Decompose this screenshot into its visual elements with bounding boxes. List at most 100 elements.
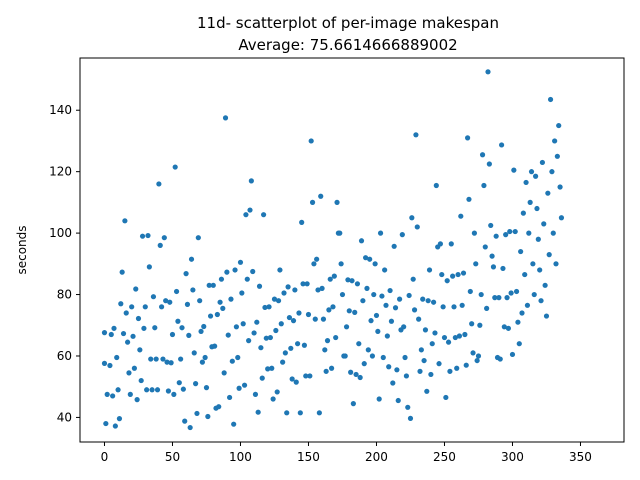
data-point [169,331,176,338]
data-point [207,313,214,319]
data-point [520,210,526,216]
data-point [167,299,173,305]
data-point [356,341,362,347]
data-point [478,291,484,298]
data-point [460,270,467,276]
data-point [501,324,507,330]
data-point [450,273,456,279]
data-point [145,232,151,239]
data-point [127,391,133,397]
data-point [142,304,148,310]
data-point [377,230,384,236]
data-point [440,304,446,310]
data-point [104,391,110,397]
data-point [130,333,136,339]
data-point [410,276,416,282]
data-point [376,396,382,402]
data-point [214,311,220,318]
data-point [467,288,473,295]
data-point [418,347,424,353]
data-point [148,356,154,362]
data-point [519,310,525,316]
data-point [203,385,210,391]
data-point [149,387,155,393]
data-point [259,375,265,381]
data-point [290,318,297,324]
data-point [324,338,331,344]
data-point [533,173,539,179]
data-point [409,215,415,221]
data-point [157,242,163,248]
data-point [456,333,463,339]
data-point [281,290,287,296]
data-point [512,228,518,235]
x-tick-label: 50 [165,450,180,464]
data-point [309,199,316,205]
data-point [364,285,370,291]
data-point [407,415,414,421]
data-point [382,267,388,273]
data-point [513,288,520,295]
data-point [120,330,127,337]
x-tick-label: 100 [229,450,252,464]
data-point [386,364,392,370]
data-point [178,356,184,362]
data-point [365,347,371,353]
data-point [535,236,541,242]
data-point [527,199,533,205]
data-point [392,305,399,311]
data-point [397,296,403,302]
data-point [311,261,317,267]
data-point [546,252,552,258]
data-point [350,401,356,407]
data-point [320,316,327,322]
data-point [112,423,118,429]
data-point [471,230,477,236]
data-point [191,350,197,356]
data-point [194,410,200,417]
data-point [114,354,120,361]
data-point [416,316,422,322]
data-point [303,373,309,379]
data-point [390,380,396,386]
data-point [333,334,339,341]
data-point [300,281,306,287]
data-point [187,424,193,431]
data-point [499,142,505,148]
data-point [275,298,282,304]
data-point [524,302,531,308]
data-point [405,404,411,410]
data-point [537,267,543,273]
data-point [212,343,218,349]
data-point [547,96,554,103]
data-point [248,178,254,184]
data-point [183,271,189,277]
data-point [401,324,407,330]
data-point [441,334,448,341]
data-point [108,331,114,338]
data-point [305,311,312,318]
data-point [387,287,393,294]
data-point [474,357,480,364]
data-point [432,330,438,336]
data-point [236,385,242,391]
data-point [452,334,458,341]
data-point [190,287,196,293]
data-point [538,298,544,304]
data-point [543,313,550,319]
data-point [282,350,288,356]
data-point [222,115,229,121]
data-point [504,295,510,301]
data-point [552,138,558,144]
data-point [150,294,157,300]
data-point [165,388,171,394]
data-point [250,268,256,275]
data-point [144,387,150,393]
data-point [429,341,435,347]
data-point [516,341,522,347]
data-point [156,181,162,187]
data-point [477,322,483,328]
data-point [179,325,185,331]
data-point [436,361,442,367]
